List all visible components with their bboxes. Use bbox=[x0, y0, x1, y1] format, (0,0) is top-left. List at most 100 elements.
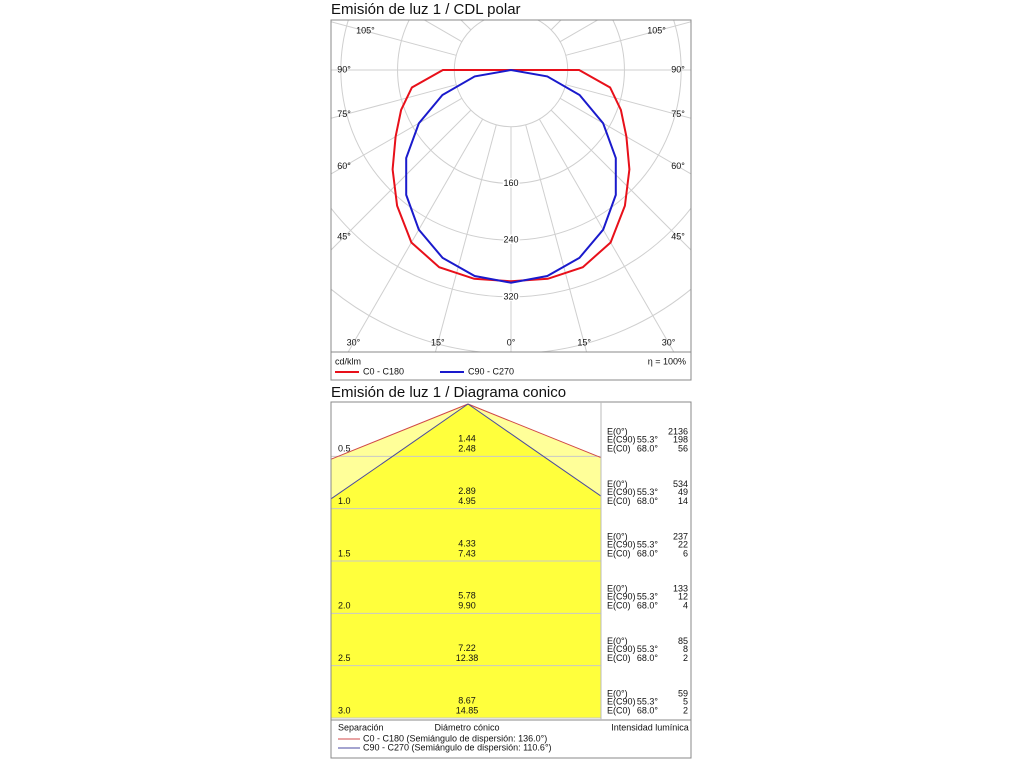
cone-edge-apex bbox=[467, 403, 598, 457]
cone-edge-apex bbox=[392, 403, 469, 457]
illuminance-value: 56 bbox=[678, 444, 688, 454]
illuminance-name: E(C90) bbox=[607, 539, 636, 549]
angle-tick-label: 90° bbox=[671, 64, 685, 74]
grid-line bbox=[559, 97, 691, 175]
illuminance-name: E(0°) bbox=[607, 479, 628, 489]
angle-label: 68.0° bbox=[637, 496, 659, 506]
illuminance-value: 6 bbox=[683, 548, 688, 558]
legend-label: C90 - C270 (Semiángulo de dispersión: 11… bbox=[363, 742, 552, 752]
angle-tick-label: 45° bbox=[337, 231, 351, 241]
illuminance-value: 2136 bbox=[668, 427, 688, 437]
diameter-label: 5.78 bbox=[458, 591, 476, 601]
illuminance-value: 22 bbox=[678, 539, 688, 549]
grid-line bbox=[526, 0, 692, 15]
legend-label: C0 - C180 (Semiángulo de dispersión: 136… bbox=[363, 733, 547, 743]
illuminance-name: E(0°) bbox=[607, 584, 628, 594]
grid-line bbox=[538, 118, 675, 352]
angle-tick-label: 105° bbox=[647, 25, 666, 35]
grid-line bbox=[565, 21, 691, 56]
axis-label: Diámetro cónico bbox=[434, 722, 499, 732]
legend-label: C90 - C270 bbox=[468, 366, 514, 376]
angle-tick-label: 30° bbox=[347, 337, 361, 347]
cone-edge bbox=[331, 455, 339, 460]
illuminance-name: E(0°) bbox=[607, 636, 628, 646]
angle-tick-label: 15° bbox=[577, 337, 591, 347]
angle-label: 68.0° bbox=[637, 601, 659, 611]
grid-line bbox=[434, 124, 497, 352]
illuminance-value: 133 bbox=[673, 584, 688, 594]
labels: 105° 90° 75° 60° 45° 30° 15° 0° 15° 30° 45° 60° 75° 9… bbox=[335, 25, 688, 752]
cone-edge bbox=[597, 455, 601, 459]
diameter-label: 7.22 bbox=[458, 643, 476, 653]
grid-line bbox=[538, 20, 541, 22]
angle-tick-label: 75° bbox=[337, 109, 351, 119]
angle-label: 55.3° bbox=[637, 539, 659, 549]
grid-line bbox=[331, 97, 463, 175]
cone-data bbox=[331, 403, 601, 719]
diameter-label: 7.43 bbox=[458, 548, 476, 558]
angle-tick-label: 30° bbox=[662, 337, 676, 347]
angle-label: 55.3° bbox=[637, 487, 659, 497]
unit-label: cd/klm bbox=[335, 356, 361, 366]
frame bbox=[330, 19, 692, 381]
height-label: 3.0 bbox=[338, 705, 351, 715]
height-label: 1.0 bbox=[338, 496, 351, 506]
diameter-label: 2.48 bbox=[458, 444, 476, 454]
height-label: 0.5 bbox=[338, 444, 351, 454]
angle-tick-label: 60° bbox=[671, 161, 685, 171]
diameter-label: 1.44 bbox=[458, 434, 476, 444]
angle-tick-label: 90° bbox=[337, 64, 351, 74]
illuminance-value: 534 bbox=[673, 479, 688, 489]
grid-line bbox=[331, 84, 457, 119]
grid-line bbox=[347, 118, 484, 352]
grid-line bbox=[550, 20, 562, 31]
illuminance-name: E(C90) bbox=[607, 435, 636, 445]
angle-label: 68.0° bbox=[637, 548, 659, 558]
angle-label: 55.3° bbox=[637, 644, 659, 654]
angle-label: 55.3° bbox=[637, 435, 659, 445]
illuminance-name: E(C90) bbox=[607, 696, 636, 706]
angle-label: 55.3° bbox=[637, 592, 659, 602]
illuminance-name: E(C0) bbox=[607, 601, 631, 611]
chart-title: Emisión de luz 1 / Diagrama conico bbox=[331, 384, 566, 401]
illuminance-name: E(0°) bbox=[607, 427, 628, 437]
illuminance-value: 198 bbox=[673, 435, 688, 445]
diameter-label: 8.67 bbox=[458, 695, 476, 705]
diameter-label: 4.33 bbox=[458, 538, 476, 548]
r-tick-label: 320 bbox=[503, 291, 518, 301]
height-label: 2.0 bbox=[338, 601, 351, 611]
angle-label: 68.0° bbox=[637, 705, 659, 715]
diameter-label: 2.89 bbox=[458, 486, 476, 496]
angle-tick-label: 75° bbox=[671, 109, 685, 119]
illuminance-name: E(C0) bbox=[607, 444, 631, 454]
polar-curve bbox=[405, 68, 617, 284]
illuminance-value: 59 bbox=[678, 688, 688, 698]
polar-data bbox=[391, 68, 631, 284]
diameter-label: 14.85 bbox=[456, 705, 479, 715]
illuminance-value: 4 bbox=[683, 601, 688, 611]
illuminance-value: 237 bbox=[673, 531, 688, 541]
angle-tick-label: 105° bbox=[356, 25, 375, 35]
illuminance-name: E(C0) bbox=[607, 705, 631, 715]
height-label: 1.5 bbox=[338, 548, 351, 558]
diameter-label: 4.95 bbox=[458, 496, 476, 506]
illuminance-value: 12 bbox=[678, 592, 688, 602]
illuminance-name: E(0°) bbox=[607, 688, 628, 698]
illuminance-value: 2 bbox=[683, 653, 688, 663]
angle-label: 68.0° bbox=[637, 444, 659, 454]
grid-line bbox=[331, 21, 457, 56]
illuminance-value: 2 bbox=[683, 705, 688, 715]
illuminance-name: E(C90) bbox=[607, 644, 636, 654]
illuminance-value: 85 bbox=[678, 636, 688, 646]
chart-title: Emisión de luz 1 / CDL polar bbox=[331, 1, 521, 18]
illuminance-value: 14 bbox=[678, 496, 688, 506]
illuminance-name: E(C90) bbox=[607, 592, 636, 602]
angle-label: 68.0° bbox=[637, 653, 659, 663]
legend-label: C0 - C180 bbox=[363, 366, 404, 376]
grid-line bbox=[559, 20, 599, 43]
angle-tick-label: 0° bbox=[507, 337, 516, 347]
angle-label: 55.3° bbox=[637, 696, 659, 706]
cone-edge-apex bbox=[338, 403, 469, 457]
